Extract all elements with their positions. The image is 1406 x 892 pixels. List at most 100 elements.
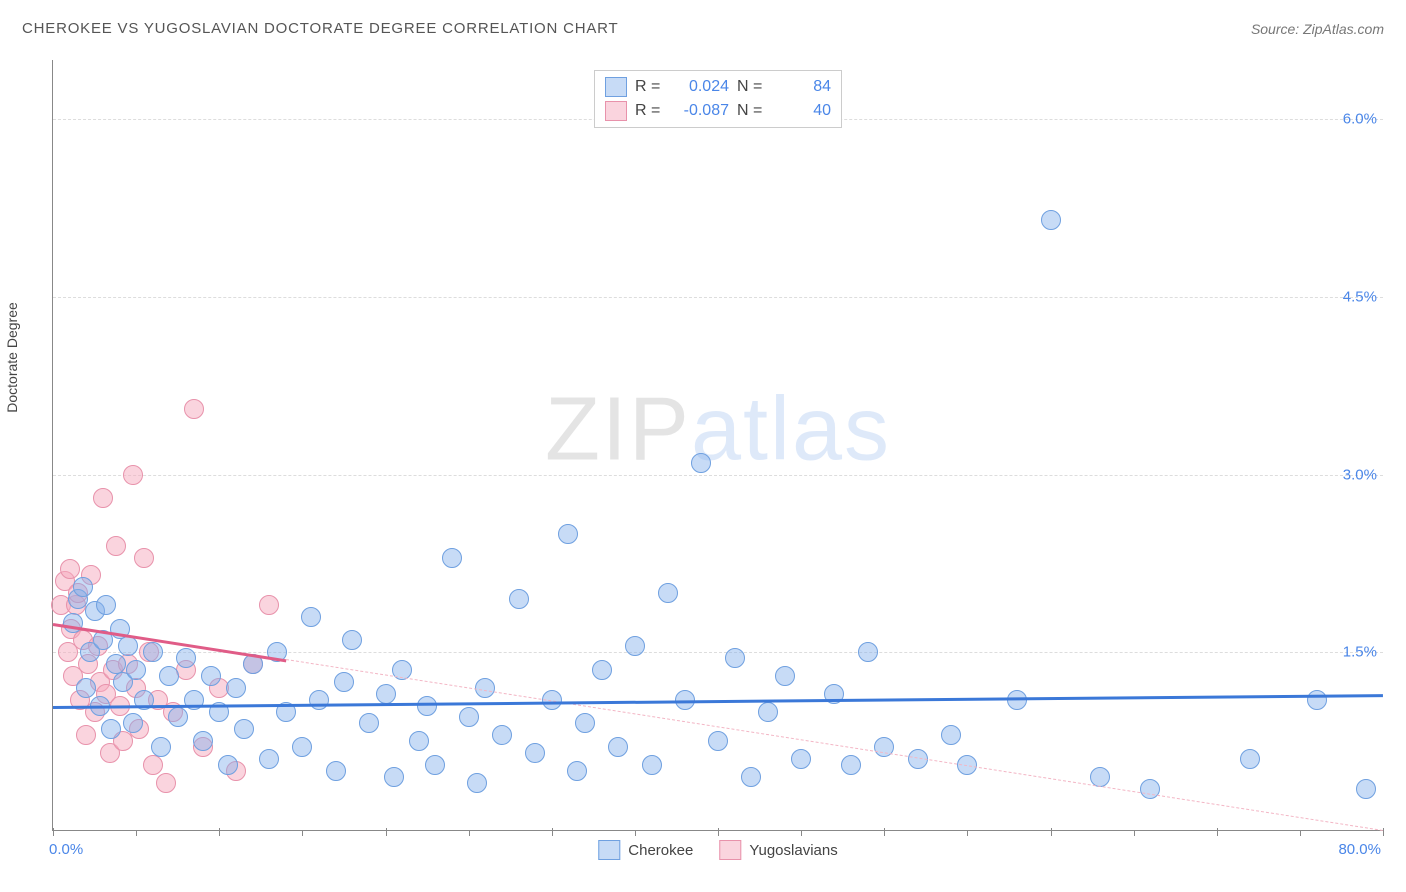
watermark-zip: ZIP: [545, 379, 691, 479]
legend-label-yugoslavians: Yugoslavians: [749, 842, 837, 859]
legend-swatch-yugoslavians: [605, 101, 627, 121]
n-value-cherokee: 84: [773, 75, 831, 99]
x-tick: [552, 828, 553, 836]
cherokee-point: [625, 636, 645, 656]
yugoslavians-point: [259, 595, 279, 615]
cherokee-point: [176, 648, 196, 668]
x-tick: [136, 831, 137, 836]
yugoslavians-point: [106, 536, 126, 556]
cherokee-point: [226, 678, 246, 698]
watermark: ZIPatlas: [545, 378, 891, 481]
cherokee-point: [691, 453, 711, 473]
x-tick: [635, 831, 636, 836]
cherokee-point: [608, 737, 628, 757]
cherokee-point: [376, 684, 396, 704]
yugoslavians-point: [60, 559, 80, 579]
cherokee-point: [658, 583, 678, 603]
yugoslavians-point: [156, 773, 176, 793]
x-tick: [469, 831, 470, 836]
yugoslavians-point: [184, 399, 204, 419]
cherokee-point: [475, 678, 495, 698]
watermark-atlas: atlas: [691, 379, 891, 479]
cherokee-point: [143, 642, 163, 662]
cherokee-point: [309, 690, 329, 710]
cherokee-point: [558, 524, 578, 544]
legend-swatch-yugoslavians: [719, 840, 741, 860]
chart-header: CHEROKEE VS YUGOSLAVIAN DOCTORATE DEGREE…: [22, 20, 1384, 37]
yugoslavians-point: [93, 488, 113, 508]
cherokee-point: [201, 666, 221, 686]
grid-line: [53, 475, 1383, 476]
cherokee-point: [791, 749, 811, 769]
cherokee-point: [459, 707, 479, 727]
cherokee-point: [151, 737, 171, 757]
y-tick-label: 4.5%: [1343, 288, 1377, 305]
grid-line: [53, 297, 1383, 298]
plot-area: ZIPatlas R = 0.024 N = 84 R = -0.087 N =…: [52, 60, 1383, 831]
source-prefix: Source:: [1251, 21, 1303, 37]
cherokee-point: [218, 755, 238, 775]
cherokee-point: [292, 737, 312, 757]
cherokee-point: [567, 761, 587, 781]
cherokee-point: [575, 713, 595, 733]
cherokee-point: [775, 666, 795, 686]
legend-label-cherokee: Cherokee: [628, 842, 693, 859]
cherokee-point: [409, 731, 429, 751]
n-label: N =: [737, 99, 765, 123]
cherokee-point: [442, 548, 462, 568]
cherokee-point: [1356, 779, 1376, 799]
x-tick: [386, 828, 387, 836]
r-value-cherokee: 0.024: [671, 75, 729, 99]
source-attribution: Source: ZipAtlas.com: [1251, 21, 1384, 37]
yugoslavians-point: [143, 755, 163, 775]
cherokee-point: [259, 749, 279, 769]
x-axis-min-label: 0.0%: [49, 841, 83, 858]
legend-item-cherokee: Cherokee: [598, 840, 693, 860]
cherokee-point: [159, 666, 179, 686]
x-tick: [718, 828, 719, 836]
x-tick: [1300, 831, 1301, 836]
cherokee-point: [758, 702, 778, 722]
r-label: R =: [635, 99, 663, 123]
cherokee-point: [234, 719, 254, 739]
cherokee-point: [509, 589, 529, 609]
legend-series: Cherokee Yugoslavians: [598, 840, 837, 860]
cherokee-point: [841, 755, 861, 775]
x-tick: [884, 828, 885, 836]
chart-container: Doctorate Degree ZIPatlas R = 0.024 N = …: [22, 50, 1384, 870]
yugoslavians-point: [76, 725, 96, 745]
y-tick-label: 3.0%: [1343, 466, 1377, 483]
cherokee-point: [123, 713, 143, 733]
cherokee-point: [725, 648, 745, 668]
cherokee-point: [168, 707, 188, 727]
cherokee-point: [425, 755, 445, 775]
cherokee-point: [96, 595, 116, 615]
cherokee-point: [1090, 767, 1110, 787]
yugoslavians-point: [134, 548, 154, 568]
legend-stats-row-cherokee: R = 0.024 N = 84: [605, 75, 831, 99]
cherokee-point: [467, 773, 487, 793]
cherokee-point: [193, 731, 213, 751]
cherokee-point: [741, 767, 761, 787]
cherokee-point: [592, 660, 612, 680]
cherokee-point: [342, 630, 362, 650]
legend-swatch-cherokee: [598, 840, 620, 860]
cherokee-point: [525, 743, 545, 763]
cherokee-point: [642, 755, 662, 775]
x-tick: [967, 831, 968, 836]
cherokee-point: [334, 672, 354, 692]
legend-stats: R = 0.024 N = 84 R = -0.087 N = 40: [594, 70, 842, 128]
chart-title: CHEROKEE VS YUGOSLAVIAN DOCTORATE DEGREE…: [22, 20, 619, 37]
legend-stats-row-yugoslavians: R = -0.087 N = 40: [605, 99, 831, 123]
cherokee-point: [118, 636, 138, 656]
x-tick: [1051, 828, 1052, 836]
cherokee-point: [326, 761, 346, 781]
cherokee-point: [76, 678, 96, 698]
cherokee-point: [359, 713, 379, 733]
y-tick-label: 6.0%: [1343, 111, 1377, 128]
cherokee-point: [1240, 749, 1260, 769]
x-tick: [1134, 831, 1135, 836]
n-value-yugoslavians: 40: [773, 99, 831, 123]
cherokee-point: [126, 660, 146, 680]
x-axis-max-label: 80.0%: [1338, 841, 1381, 858]
